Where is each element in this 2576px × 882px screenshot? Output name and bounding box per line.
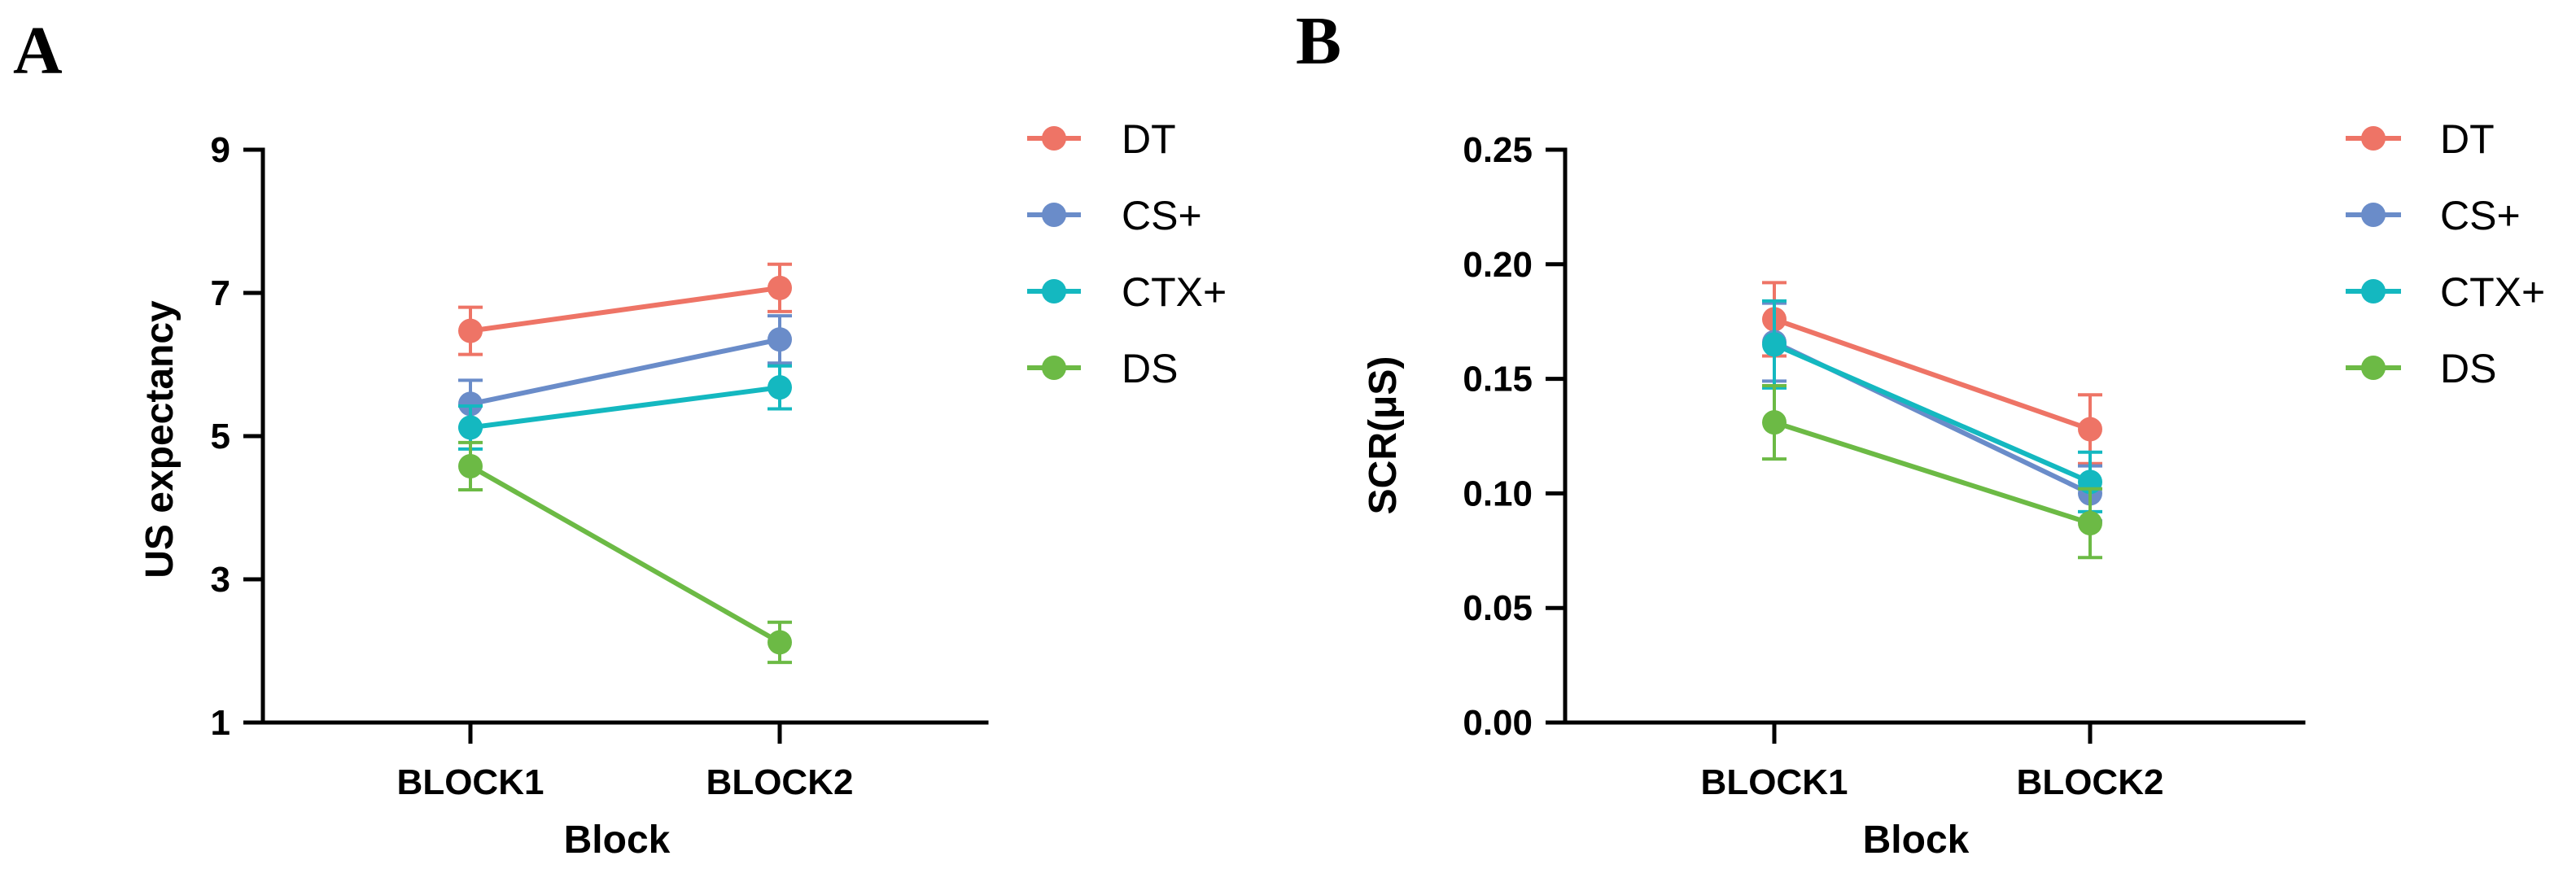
panel-b-series-ctx-plus-line (1773, 342, 2092, 485)
panel-a-y-tick-label: 9 (211, 130, 230, 170)
panel-letter-b: B (1296, 3, 1341, 79)
panel-a-legend-marker (1042, 279, 1066, 303)
panel-a-series-dt (458, 262, 792, 356)
panel-b-y-axis-label: SCR(μS) (1362, 356, 1405, 515)
panel-a-series-ctx-plus-line (470, 385, 781, 430)
panel-a-series-dt-line (470, 285, 781, 334)
panel-b-legend-marker (2361, 279, 2386, 303)
panel-a-series-ctx-plus (458, 364, 792, 451)
panel-a-legend-entry: CS+ (1027, 193, 1202, 238)
panel-b-legend-label: DS (2440, 346, 2496, 391)
panel-b-y-tick-label: 0.20 (1463, 245, 1533, 285)
panel-b-y-tick-label: 0.25 (1463, 130, 1533, 170)
panel-a-y-tick-label: 7 (211, 273, 230, 313)
panel-b-legend-marker (2361, 203, 2386, 227)
panel-b-legend-entry: DT (2346, 116, 2495, 162)
panel-b-ticks: 0.00 0.05 0.10 0.15 0.20 0.25 BLOCK1 BLOCK2 (1463, 130, 2306, 802)
panel-b-legend-entry: CS+ (2346, 193, 2521, 238)
panel-a-legend-label: CS+ (1122, 193, 1202, 238)
panel-a-legend-label: DT (1122, 116, 1176, 162)
panel-a-series-ctx-plus-point (768, 375, 792, 400)
panel-a-legend-marker (1042, 356, 1066, 380)
panel-a-legend-label: DS (1122, 346, 1178, 391)
panel-a-legend: DT CS+ CTX+ DS (1027, 116, 1227, 391)
panel-b-series-ds-point (2078, 511, 2102, 536)
panel-a-legend-entry: DS (1027, 346, 1178, 391)
panel-b-y-tick-label: 0.00 (1463, 703, 1533, 743)
panel-a-legend-entry: CTX+ (1027, 269, 1227, 315)
panel-a-y-tick-label: 1 (211, 703, 230, 743)
panel-a-x-axis-label: Block (564, 819, 671, 862)
panel-a-x-tick-label: BLOCK2 (706, 762, 854, 802)
panel-b-series-ds (1762, 384, 2102, 560)
panel-a-legend-entry: DT (1027, 116, 1176, 162)
panel-a-series-cs-plus-line (470, 337, 781, 407)
panel-a-series-ds-point (768, 630, 792, 655)
panel-b-x-tick-label: BLOCK1 (1701, 762, 1848, 802)
panel-a-ticks: 1 3 5 7 9 BLOCK1 BLOCK2 (211, 130, 989, 802)
panel-b-legend-entry: CTX+ (2346, 269, 2545, 315)
panel-a-marks (458, 262, 792, 665)
panel-a-series-dt-point (458, 318, 483, 343)
panel-b-series-dt-line (1773, 317, 2091, 432)
panel-b-series-ds-line (1773, 420, 2091, 526)
panel-a-y-tick-label: 3 (211, 560, 230, 600)
panel-b-legend-entry: DS (2346, 346, 2496, 391)
panel-a-series-ctx-plus-point (458, 415, 483, 440)
panel-b-legend-label: CS+ (2440, 193, 2521, 238)
panel-a-series-cs-plus-point (768, 327, 792, 352)
panel-a-series-ds-point (458, 453, 483, 478)
panel-b-y-tick-label: 0.05 (1463, 588, 1533, 628)
panel-b-y-tick-label: 0.10 (1463, 474, 1533, 513)
panel-b-x-tick-label: BLOCK2 (2017, 762, 2164, 802)
panel-a-legend-marker (1042, 126, 1066, 151)
panel-a-series-ds-line (469, 464, 781, 645)
panel-b-legend-label: DT (2440, 116, 2495, 162)
panel-b-marks (1762, 281, 2102, 560)
panel-a-legend-marker (1042, 203, 1066, 227)
panel-a-series-ds (458, 440, 792, 665)
panel-b-series-ds-point (1762, 410, 1787, 435)
panel-letter-a: A (13, 13, 63, 89)
panel-a-x-tick-label: BLOCK1 (397, 762, 545, 802)
panel-a-y-axis-label: US expectancy (138, 300, 182, 579)
panel-a-series-cs-plus (458, 314, 792, 430)
panel-b-y-tick-label: 0.15 (1463, 360, 1533, 400)
panel-a-series-cs-plus-point (458, 391, 483, 417)
panel-b-legend-marker (2361, 356, 2386, 380)
panel-a-y-tick-label: 5 (211, 417, 230, 456)
panel-a-series-dt-point (768, 275, 792, 300)
panel-b-legend: DT CS+ CTX+ DS (2346, 116, 2545, 391)
panel-b-legend-label: CTX+ (2440, 269, 2545, 315)
panel-b: B 0.00 0.05 0.10 0.15 0.20 0.25 BLOCK1 BLOCK2 B… (1296, 3, 2545, 862)
panel-b-legend-marker (2361, 126, 2386, 151)
panel-b-series-dt-point (2078, 417, 2102, 442)
panel-b-x-axis-label: Block (1863, 819, 1970, 862)
panel-b-series-ctx-plus-point (1762, 332, 1787, 357)
panel-a-legend-label: CTX+ (1122, 269, 1227, 315)
